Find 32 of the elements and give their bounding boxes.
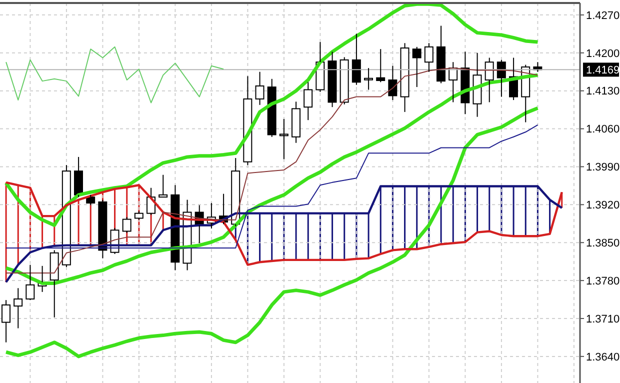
y-tick-label: 1.3920 (586, 200, 620, 212)
candlestick (26, 264, 35, 301)
y-tick-label: 1.4200 (586, 48, 620, 60)
candlestick (122, 216, 132, 234)
y-tick-label: 1.3780 (586, 275, 620, 288)
y-tick-label: 1.3990 (586, 162, 620, 174)
line-series (4, 3, 540, 228)
candlestick (279, 118, 288, 160)
line-series (6, 46, 224, 104)
y-tick-label: 1.3850 (586, 238, 620, 250)
candlestick (134, 210, 144, 220)
candlestick (292, 101, 300, 144)
candlestick (400, 42, 410, 112)
candlestick (340, 56, 349, 105)
y-tick-label: 1.4060 (586, 124, 620, 136)
candlestick (328, 51, 337, 108)
line-series (4, 106, 540, 358)
y-tick-label: 1.4270 (586, 10, 620, 22)
candlestick (388, 65, 398, 101)
candlestick (14, 288, 23, 329)
candlestick (424, 42, 434, 72)
y-tick-label: 1.3640 (586, 351, 620, 364)
candlestick (364, 68, 373, 90)
candlestick (267, 78, 276, 138)
candlestick (352, 33, 361, 86)
candlestick (50, 250, 59, 318)
candlestick (484, 57, 494, 103)
candlestick (304, 82, 313, 121)
candlestick (255, 71, 264, 106)
y-tick-label: 1.3710 (586, 313, 620, 326)
ref-line-label: 1.4169 (586, 64, 620, 77)
y-tick-label: 1.4130 (586, 86, 620, 98)
